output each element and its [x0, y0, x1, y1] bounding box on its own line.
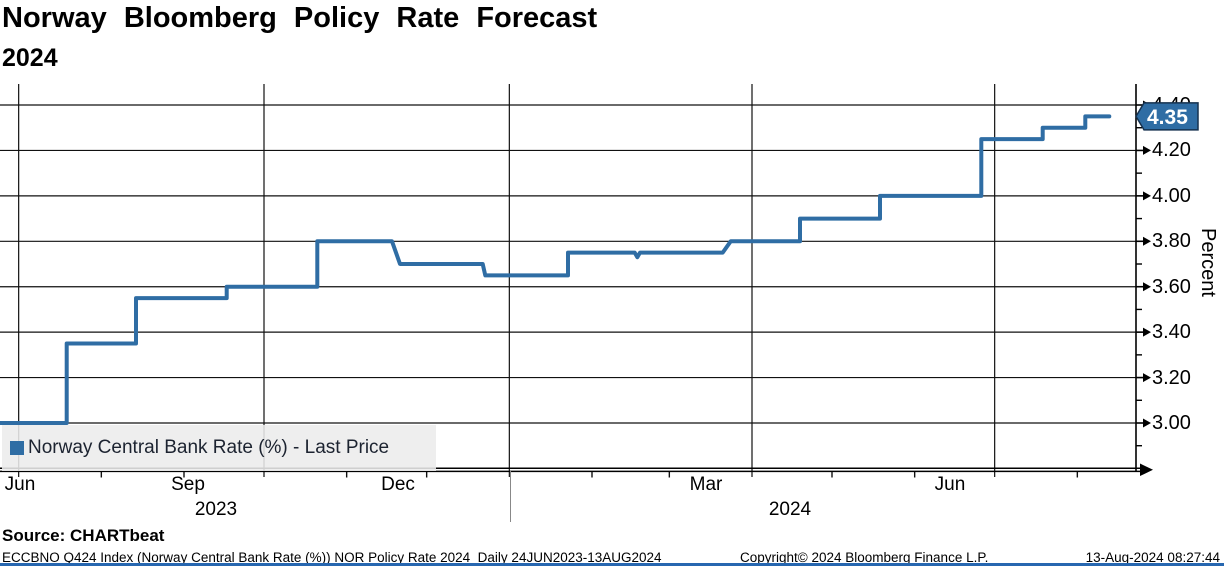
- y-tick-arrow-icon: [1143, 282, 1151, 292]
- y-tick-arrow-icon: [1143, 373, 1151, 383]
- rate-line-series: [0, 114, 1112, 425]
- index-info-text: ECCBNO Q424 Index (Norway Central Bank R…: [2, 550, 662, 565]
- last-price-value: 4.35: [1147, 106, 1188, 129]
- source-line: Source: CHARTbeat: [2, 526, 165, 545]
- y-tick-arrow-icon: [1143, 191, 1151, 201]
- legend-label: Norway Central Bank Rate (%) - Last Pric…: [28, 437, 390, 458]
- x-axis-month-label: Sep: [171, 474, 205, 495]
- y-axis-tick-label: 4.00: [1152, 184, 1191, 207]
- x-axis-arrow-icon: [1140, 463, 1153, 476]
- last-price-tag: [1135, 102, 1199, 131]
- y-axis-title: Percent: [1197, 228, 1219, 297]
- copyright-text: Copyright© 2024 Bloomberg Finance L.P.: [740, 550, 989, 565]
- y-tick-arrow-icon: [1143, 327, 1151, 337]
- x-axis-year-label: 2024: [768, 499, 812, 520]
- x-axis-month-label: Jun: [4, 474, 36, 495]
- legend-marker-icon: [10, 441, 24, 455]
- y-axis-tick-label: 3.40: [1152, 321, 1191, 344]
- x-axis-month-label: Jun: [934, 474, 966, 495]
- y-axis-tick-label: 3.60: [1152, 275, 1191, 298]
- y-axis-tick-label: 3.00: [1152, 412, 1191, 434]
- page-subtitle: 2024: [2, 44, 58, 72]
- y-axis-tick-label: 4.20: [1152, 139, 1191, 162]
- x-axis-month-label: Dec: [381, 474, 415, 495]
- bottom-window-edge: [0, 563, 1224, 566]
- x-axis-year-label: 2023: [194, 499, 238, 520]
- timestamp-text: 13-Aug-2024 08:27:44: [1085, 550, 1220, 565]
- year-separator-line: [510, 471, 511, 522]
- x-axis-month-label: Mar: [689, 474, 723, 495]
- y-tick-arrow-icon: [1143, 236, 1151, 246]
- y-tick-arrow-icon: [1143, 418, 1151, 428]
- legend: Norway Central Bank Rate (%) - Last Pric…: [2, 425, 436, 471]
- page-title: Norway Bloomberg Policy Rate Forecast: [2, 2, 598, 34]
- y-tick-arrow-icon: [1143, 145, 1151, 155]
- y-axis-tick-label: 3.80: [1152, 230, 1191, 253]
- y-axis-tick-label: 3.20: [1152, 366, 1191, 389]
